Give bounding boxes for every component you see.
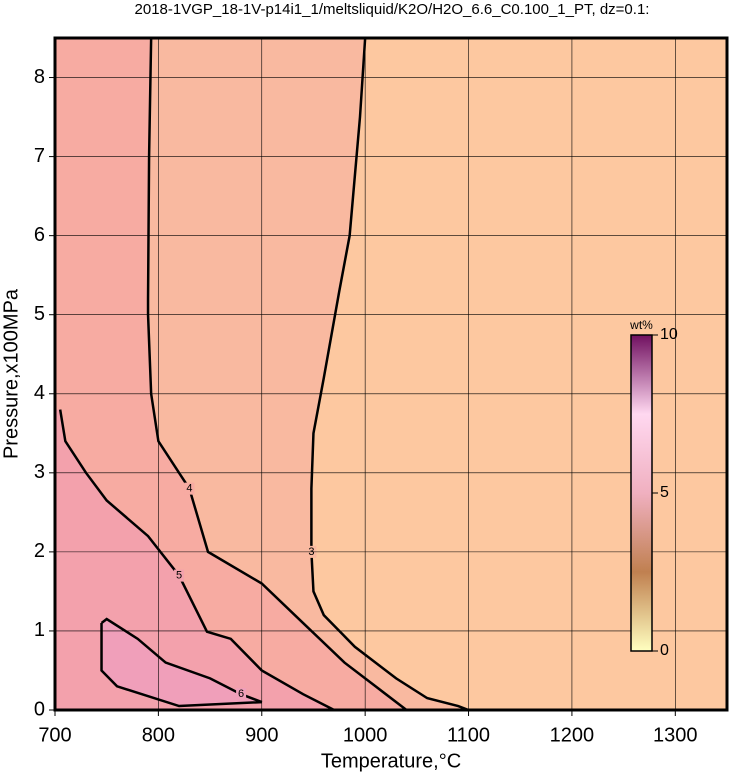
- x-axis-label: Temperature,°C: [321, 750, 461, 772]
- contour-label: 4: [186, 483, 192, 495]
- y-tick-label: 7: [34, 145, 45, 167]
- y-tick-label: 3: [34, 461, 45, 483]
- colorbar-tick-label: 0: [660, 642, 669, 659]
- contour-label-bg: [174, 569, 185, 582]
- y-tick-label: 0: [34, 698, 45, 720]
- y-tick-label: 4: [34, 382, 45, 404]
- x-tick-label: 800: [142, 724, 175, 746]
- chart-title: 2018-1VGP_18-1V-p14i1_1/meltsliquid/K2O/…: [135, 1, 650, 18]
- contour-label: 6: [238, 688, 244, 700]
- y-tick-label: 6: [34, 224, 45, 246]
- contour-label-bg: [236, 688, 247, 701]
- contour-label-bg: [184, 482, 195, 495]
- colorbar-tick-label: 10: [660, 326, 678, 343]
- y-axis-label: Pressure,x100MPa: [0, 288, 22, 459]
- x-tick-label: 1300: [653, 724, 698, 746]
- colorbar: [630, 334, 653, 652]
- y-tick-label: 8: [34, 66, 45, 88]
- x-tick-label: 900: [245, 724, 278, 746]
- x-tick-label: 700: [38, 724, 71, 746]
- colorbar-tick-label: 5: [660, 484, 669, 501]
- x-tick-label: 1000: [343, 724, 388, 746]
- x-tick-label: 1100: [447, 724, 490, 746]
- y-tick-label: 5: [34, 303, 45, 325]
- y-tick-label: 1: [34, 619, 45, 641]
- colorbar-label: wt%: [629, 318, 653, 332]
- plot-frame: [53, 36, 729, 712]
- y-tick-label: 2: [34, 540, 45, 562]
- contour-label: 5: [176, 570, 182, 582]
- x-tick-label: 1200: [550, 724, 595, 746]
